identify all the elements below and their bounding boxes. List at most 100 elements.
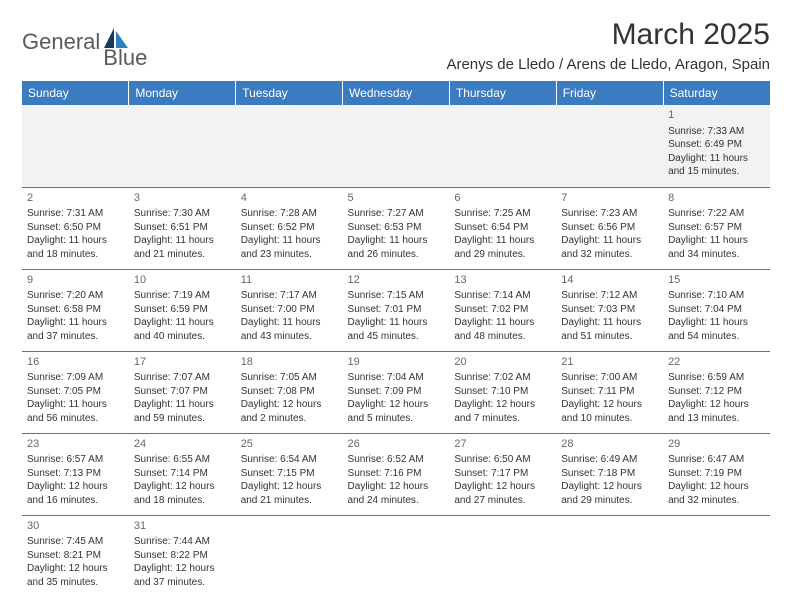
calendar-cell [236, 105, 343, 187]
daylight-text: and 26 minutes. [348, 248, 445, 262]
daylight-text: and 37 minutes. [134, 576, 231, 590]
daylight-text: and 27 minutes. [454, 494, 551, 508]
day-number: 21 [561, 355, 658, 370]
daylight-text: Daylight: 11 hours [454, 234, 551, 248]
sunrise-text: Sunrise: 6:55 AM [134, 453, 231, 467]
daylight-text: Daylight: 11 hours [348, 316, 445, 330]
header: General Blue March 2025 Arenys de Lledo … [22, 18, 770, 81]
calendar-cell: 17Sunrise: 7:07 AMSunset: 7:07 PMDayligh… [129, 351, 236, 433]
calendar-cell: 31Sunrise: 7:44 AMSunset: 8:22 PMDayligh… [129, 515, 236, 597]
calendar-cell: 19Sunrise: 7:04 AMSunset: 7:09 PMDayligh… [343, 351, 450, 433]
sunrise-text: Sunrise: 6:47 AM [668, 453, 765, 467]
calendar-cell: 7Sunrise: 7:23 AMSunset: 6:56 PMDaylight… [556, 187, 663, 269]
daylight-text: and 24 minutes. [348, 494, 445, 508]
daylight-text: Daylight: 12 hours [241, 398, 338, 412]
daylight-text: Daylight: 12 hours [561, 398, 658, 412]
sunset-text: Sunset: 6:53 PM [348, 221, 445, 235]
day-number: 17 [134, 355, 231, 370]
sunset-text: Sunset: 7:02 PM [454, 303, 551, 317]
sunrise-text: Sunrise: 6:54 AM [241, 453, 338, 467]
day-number: 9 [27, 273, 124, 288]
day-number: 22 [668, 355, 765, 370]
daylight-text: Daylight: 12 hours [27, 562, 124, 576]
calendar-cell: 8Sunrise: 7:22 AMSunset: 6:57 PMDaylight… [663, 187, 770, 269]
daylight-text: and 32 minutes. [561, 248, 658, 262]
day-number: 27 [454, 437, 551, 452]
sunset-text: Sunset: 7:15 PM [241, 467, 338, 481]
weekday-thu: Thursday [449, 81, 556, 105]
sunset-text: Sunset: 7:18 PM [561, 467, 658, 481]
calendar-cell: 11Sunrise: 7:17 AMSunset: 7:00 PMDayligh… [236, 269, 343, 351]
daylight-text: and 29 minutes. [561, 494, 658, 508]
sunset-text: Sunset: 7:07 PM [134, 385, 231, 399]
sunset-text: Sunset: 7:13 PM [27, 467, 124, 481]
calendar-cell: 1Sunrise: 7:33 AMSunset: 6:49 PMDaylight… [663, 105, 770, 187]
daylight-text: and 51 minutes. [561, 330, 658, 344]
calendar-cell: 16Sunrise: 7:09 AMSunset: 7:05 PMDayligh… [22, 351, 129, 433]
day-number: 18 [241, 355, 338, 370]
daylight-text: and 29 minutes. [454, 248, 551, 262]
day-number: 24 [134, 437, 231, 452]
calendar-cell [343, 105, 450, 187]
day-number: 30 [27, 519, 124, 534]
sunrise-text: Sunrise: 6:50 AM [454, 453, 551, 467]
daylight-text: Daylight: 11 hours [241, 234, 338, 248]
sunrise-text: Sunrise: 7:09 AM [27, 371, 124, 385]
sunset-text: Sunset: 6:56 PM [561, 221, 658, 235]
daylight-text: Daylight: 12 hours [134, 480, 231, 494]
daylight-text: Daylight: 12 hours [27, 480, 124, 494]
calendar-cell: 24Sunrise: 6:55 AMSunset: 7:14 PMDayligh… [129, 433, 236, 515]
sunrise-text: Sunrise: 7:30 AM [134, 207, 231, 221]
daylight-text: Daylight: 11 hours [454, 316, 551, 330]
daylight-text: and 56 minutes. [27, 412, 124, 426]
calendar-cell [556, 105, 663, 187]
weekday-tue: Tuesday [236, 81, 343, 105]
sunset-text: Sunset: 7:12 PM [668, 385, 765, 399]
sunset-text: Sunset: 6:59 PM [134, 303, 231, 317]
sunrise-text: Sunrise: 7:31 AM [27, 207, 124, 221]
sunrise-text: Sunrise: 7:10 AM [668, 289, 765, 303]
calendar-row: 2Sunrise: 7:31 AMSunset: 6:50 PMDaylight… [22, 187, 770, 269]
calendar-cell: 25Sunrise: 6:54 AMSunset: 7:15 PMDayligh… [236, 433, 343, 515]
sunrise-text: Sunrise: 6:52 AM [348, 453, 445, 467]
daylight-text: and 43 minutes. [241, 330, 338, 344]
sunset-text: Sunset: 6:52 PM [241, 221, 338, 235]
page-title: March 2025 [446, 18, 770, 52]
calendar-cell: 15Sunrise: 7:10 AMSunset: 7:04 PMDayligh… [663, 269, 770, 351]
daylight-text: Daylight: 12 hours [668, 398, 765, 412]
calendar-cell: 14Sunrise: 7:12 AMSunset: 7:03 PMDayligh… [556, 269, 663, 351]
daylight-text: Daylight: 11 hours [27, 234, 124, 248]
daylight-text: Daylight: 11 hours [134, 398, 231, 412]
calendar-cell: 5Sunrise: 7:27 AMSunset: 6:53 PMDaylight… [343, 187, 450, 269]
logo: General Blue [22, 26, 175, 57]
daylight-text: and 34 minutes. [668, 248, 765, 262]
calendar-cell: 27Sunrise: 6:50 AMSunset: 7:17 PMDayligh… [449, 433, 556, 515]
daylight-text: and 2 minutes. [241, 412, 338, 426]
day-number: 1 [668, 108, 765, 123]
daylight-text: and 54 minutes. [668, 330, 765, 344]
daylight-text: and 16 minutes. [27, 494, 124, 508]
daylight-text: and 18 minutes. [27, 248, 124, 262]
day-number: 23 [27, 437, 124, 452]
day-number: 14 [561, 273, 658, 288]
day-number: 15 [668, 273, 765, 288]
sunrise-text: Sunrise: 7:25 AM [454, 207, 551, 221]
sunrise-text: Sunrise: 7:33 AM [668, 125, 765, 139]
sunset-text: Sunset: 8:22 PM [134, 549, 231, 563]
calendar-row: 30Sunrise: 7:45 AMSunset: 8:21 PMDayligh… [22, 515, 770, 597]
daylight-text: and 21 minutes. [241, 494, 338, 508]
sunset-text: Sunset: 7:16 PM [348, 467, 445, 481]
sunset-text: Sunset: 7:14 PM [134, 467, 231, 481]
calendar-cell [129, 105, 236, 187]
logo-text-blue: Blue [103, 45, 147, 71]
calendar-cell: 6Sunrise: 7:25 AMSunset: 6:54 PMDaylight… [449, 187, 556, 269]
sunrise-text: Sunrise: 7:23 AM [561, 207, 658, 221]
sunrise-text: Sunrise: 7:28 AM [241, 207, 338, 221]
daylight-text: Daylight: 12 hours [668, 480, 765, 494]
sunset-text: Sunset: 7:19 PM [668, 467, 765, 481]
sunrise-text: Sunrise: 7:17 AM [241, 289, 338, 303]
daylight-text: Daylight: 11 hours [348, 234, 445, 248]
day-number: 5 [348, 191, 445, 206]
sunrise-text: Sunrise: 7:00 AM [561, 371, 658, 385]
calendar-row: 23Sunrise: 6:57 AMSunset: 7:13 PMDayligh… [22, 433, 770, 515]
